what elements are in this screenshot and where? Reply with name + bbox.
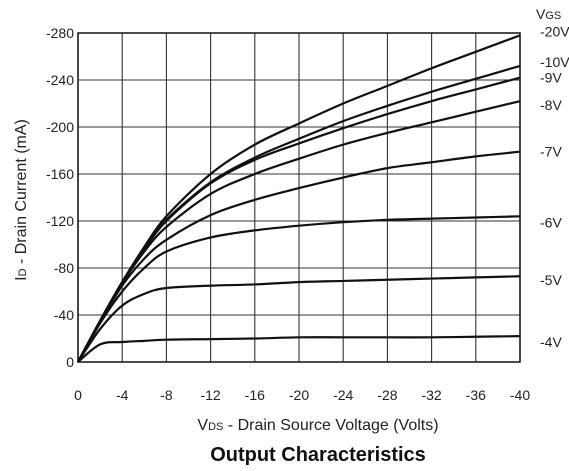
y-tick-label: -280 — [46, 25, 74, 41]
x-tick-label: -8 — [160, 387, 173, 403]
curve-vgsneg-8V — [77, 100, 521, 363]
curve-label: -7V — [540, 144, 562, 160]
x-tick-label: -24 — [333, 387, 353, 403]
x-tick-labels: 0 -4 -8 -12 -16 -20 -24 -28 -32 -36 -40 — [74, 387, 530, 403]
y-tick-label: -240 — [46, 72, 74, 88]
curve-label: -8V — [540, 97, 562, 113]
y-tick-label: -200 — [46, 119, 74, 135]
x-tick-label: -40 — [510, 387, 530, 403]
x-tick-label: 0 — [74, 387, 82, 403]
y-tick-label: -40 — [54, 307, 74, 323]
y-axis-label: ID - Drain Current (mA) — [13, 119, 30, 281]
curve-vgsneg-7V — [77, 150, 521, 363]
grid-lines — [77, 32, 521, 363]
y-tick-label: -80 — [54, 260, 74, 276]
curves — [77, 34, 521, 363]
plot-frame — [77, 32, 521, 363]
curve-label: -10V — [540, 54, 569, 70]
y-tick-label: -160 — [46, 166, 74, 182]
curve-label: -20V — [540, 23, 569, 39]
y-tick-label: -120 — [46, 213, 74, 229]
x-tick-label: -12 — [200, 387, 220, 403]
curve-label: -6V — [540, 214, 562, 230]
curve-labels: -20V -10V-9V -8V -7V -6V -5V -4V — [540, 23, 569, 350]
curve-vgsneg-4V — [77, 335, 521, 363]
x-tick-label: -16 — [245, 387, 265, 403]
legend-title: VGS — [536, 6, 561, 22]
x-tick-label: -20 — [289, 387, 309, 403]
x-tick-label: -32 — [421, 387, 441, 403]
x-tick-label: -36 — [466, 387, 486, 403]
curve-vgsneg-6V — [77, 215, 521, 363]
y-tick-labels: 0 -40 -80 -120 -160 -200 -240 -280 — [46, 25, 74, 370]
curve-vgsneg-5V — [77, 275, 521, 363]
curve-label: -4V — [540, 334, 562, 350]
x-axis-label: VDS - Drain Source Voltage (Volts) — [197, 417, 438, 434]
y-tick-label: 0 — [66, 354, 74, 370]
x-tick-label: -4 — [116, 387, 129, 403]
curve-label: -5V — [540, 272, 562, 288]
x-tick-label: -28 — [377, 387, 397, 403]
chart-title: Output Characteristics — [210, 444, 426, 466]
curve-label: -9V — [540, 70, 562, 86]
